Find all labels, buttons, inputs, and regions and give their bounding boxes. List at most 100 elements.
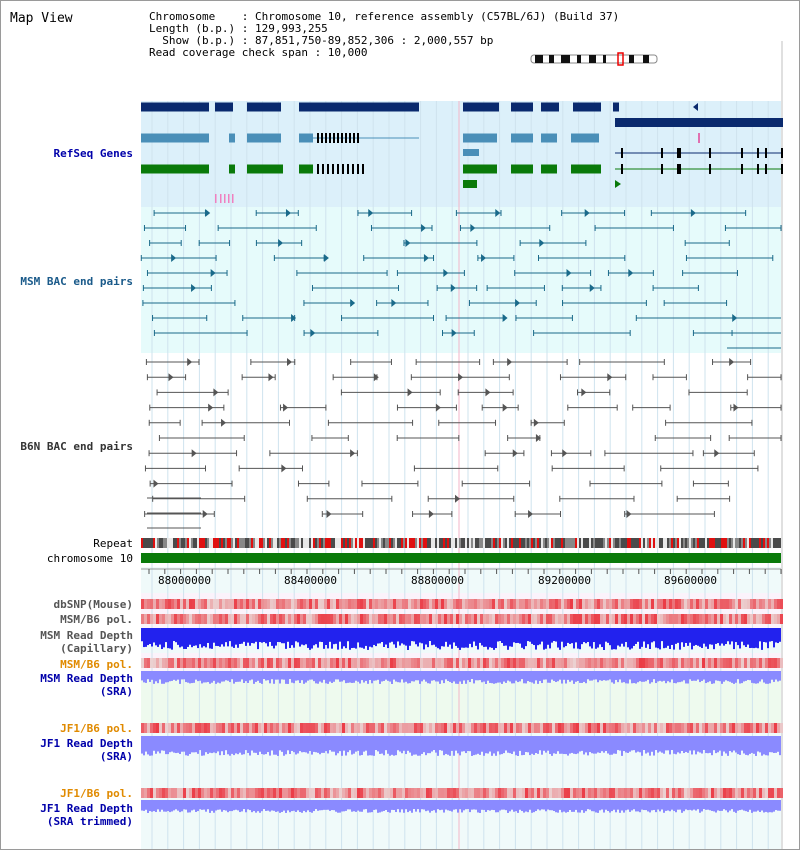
dbsnp-heat-cell (438, 599, 441, 609)
msm-b6-pol-heat-cell (360, 614, 363, 624)
jf1-sra-depth-bar (669, 736, 671, 755)
msm-sra-depth-bar (679, 671, 681, 683)
track-label-msm-b6-pol-1[interactable]: MSM/B6 pol. (60, 613, 133, 626)
jf1-trim-depth-bar (745, 800, 747, 812)
msm-cap-depth-bar (149, 628, 151, 645)
track-label-msm-depth-sra-1[interactable]: MSM Read Depth (40, 672, 133, 685)
jf1-trim-depth-bar (593, 800, 595, 812)
repeat-stripe (365, 538, 367, 548)
jf1-sra-depth-bar (475, 736, 477, 755)
jf1-sra-depth-bar (695, 736, 697, 755)
jf1-trim-depth-bar (671, 800, 673, 810)
repeat-stripe (389, 538, 391, 548)
msm-b6-pol-heat-cell (726, 658, 729, 668)
b6n-bac-arrow (458, 373, 464, 382)
msm-sra-depth-bar (393, 671, 395, 680)
msm-b6-pol-heat-cell (648, 614, 651, 624)
track-label-jf1-b6-pol-2[interactable]: JF1/B6 pol. (60, 787, 133, 800)
repeat-stripe (277, 538, 279, 548)
repeat-stripe (541, 538, 543, 548)
track-label-b6n-bac[interactable]: B6N BAC end pairs (20, 440, 133, 453)
jf1-b6-pol-heat-cell (201, 723, 204, 733)
msm-sra-depth-bar (375, 671, 377, 681)
track-label-msm-bac[interactable]: MSM BAC end pairs (20, 275, 133, 288)
repeat-stripe (577, 538, 579, 548)
jf1-trim-depth-bar (491, 800, 493, 810)
msm-b6-pol-heat-cell (489, 658, 492, 668)
msm-cap-depth-bar (279, 628, 281, 643)
dbsnp-heat-cell (237, 599, 240, 609)
repeat-stripe (151, 538, 153, 548)
repeat-stripe (345, 538, 347, 548)
repeat-stripe (673, 538, 675, 548)
msm-b6-pol-heat-cell (501, 658, 504, 668)
track-label-msm-b6-pol-2[interactable]: MSM/B6 pol. (60, 658, 133, 671)
msm-b6-pol-heat-cell (459, 614, 462, 624)
track-label-jf1-b6-pol-1[interactable]: JF1/B6 pol. (60, 722, 133, 735)
jf1-sra-depth-bar (611, 736, 613, 755)
msm-cap-depth-bar (163, 628, 165, 648)
msm-sra-depth-bar (397, 671, 399, 683)
repeat-stripe (425, 538, 427, 548)
msm-b6-pol-heat-cell (303, 658, 306, 668)
repeat-stripe (383, 538, 385, 548)
jf1-sra-depth-bar (221, 736, 223, 752)
dbsnp-heat-cell (489, 599, 492, 609)
msm-cap-depth-bar (293, 628, 295, 648)
jf1-b6-pol-heat-cell (342, 723, 345, 733)
gene-exon-tick (224, 194, 226, 203)
jf1-b6-pol-heat-cell (168, 788, 171, 798)
msm-b6-pol-heat-cell (153, 614, 156, 624)
msm-cap-depth-bar (679, 628, 681, 650)
msm-sra-depth-bar (661, 671, 663, 682)
jf1-b6-pol-heat-cell (765, 723, 768, 733)
msm-b6-pol-heat-cell (519, 658, 522, 668)
track-label-jf1-depth-sra-1[interactable]: JF1 Read Depth (40, 737, 133, 750)
jf1-sra-depth-bar (643, 736, 645, 751)
repeat-stripe (555, 538, 557, 548)
msm-b6-pol-heat-cell (522, 658, 525, 668)
msm-cap-depth-bar (777, 628, 779, 644)
track-label-jf1-depth-trim-1[interactable]: JF1 Read Depth (40, 802, 133, 815)
track-label-dbsnp[interactable]: dbSNP(Mouse) (53, 598, 133, 611)
msm-sra-depth-bar (701, 671, 703, 681)
dbsnp-heat-cell (612, 599, 615, 609)
dbsnp-heat-cell (210, 599, 213, 609)
jf1-b6-pol-heat-cell (243, 723, 246, 733)
repeat-stripe (245, 538, 247, 548)
msm-b6-pol-heat-cell (195, 614, 198, 624)
repeat-stripe (557, 538, 559, 548)
track-label-msm-depth-cap-1[interactable]: MSM Read Depth (40, 629, 133, 642)
jf1-trim-depth-bar (553, 800, 555, 812)
jf1-b6-pol-heat-cell (750, 788, 753, 798)
repeat-stripe (703, 538, 705, 548)
msm-sra-depth-bar (603, 671, 605, 681)
msm-bac-arrow (589, 284, 595, 292)
jf1-b6-pol-heat-cell (300, 723, 303, 733)
jf1-sra-depth-bar (313, 736, 315, 752)
msm-b6-pol-heat-cell (684, 614, 687, 624)
jf1-b6-pol-heat-cell (423, 788, 426, 798)
jf1-b6-pol-heat-cell (759, 788, 762, 798)
dbsnp-heat-cell (657, 599, 660, 609)
msm-sra-depth-bar (165, 671, 167, 683)
jf1-sra-depth-bar (333, 736, 335, 752)
msm-sra-depth-bar (227, 671, 229, 681)
jf1-b6-pol-heat-cell (708, 723, 711, 733)
msm-sra-depth-bar (539, 671, 541, 681)
track-label-refseq[interactable]: RefSeq Genes (53, 147, 133, 160)
repeat-stripe (599, 538, 601, 548)
repeat-stripe (309, 538, 311, 548)
msm-sra-depth-bar (593, 671, 595, 680)
jf1-sra-depth-bar (155, 736, 157, 754)
msm-cap-depth-bar (251, 628, 253, 644)
msm-sra-depth-bar (499, 671, 501, 683)
jf1-sra-depth-bar (713, 736, 715, 751)
msm-cap-depth-bar (157, 628, 159, 647)
msm-sra-depth-bar (449, 671, 451, 682)
jf1-trim-depth-bar (395, 800, 397, 813)
msm-sra-depth-bar (401, 671, 403, 680)
msm-b6-pol-heat-cell (177, 614, 180, 624)
jf1-b6-pol-heat-cell (609, 788, 612, 798)
